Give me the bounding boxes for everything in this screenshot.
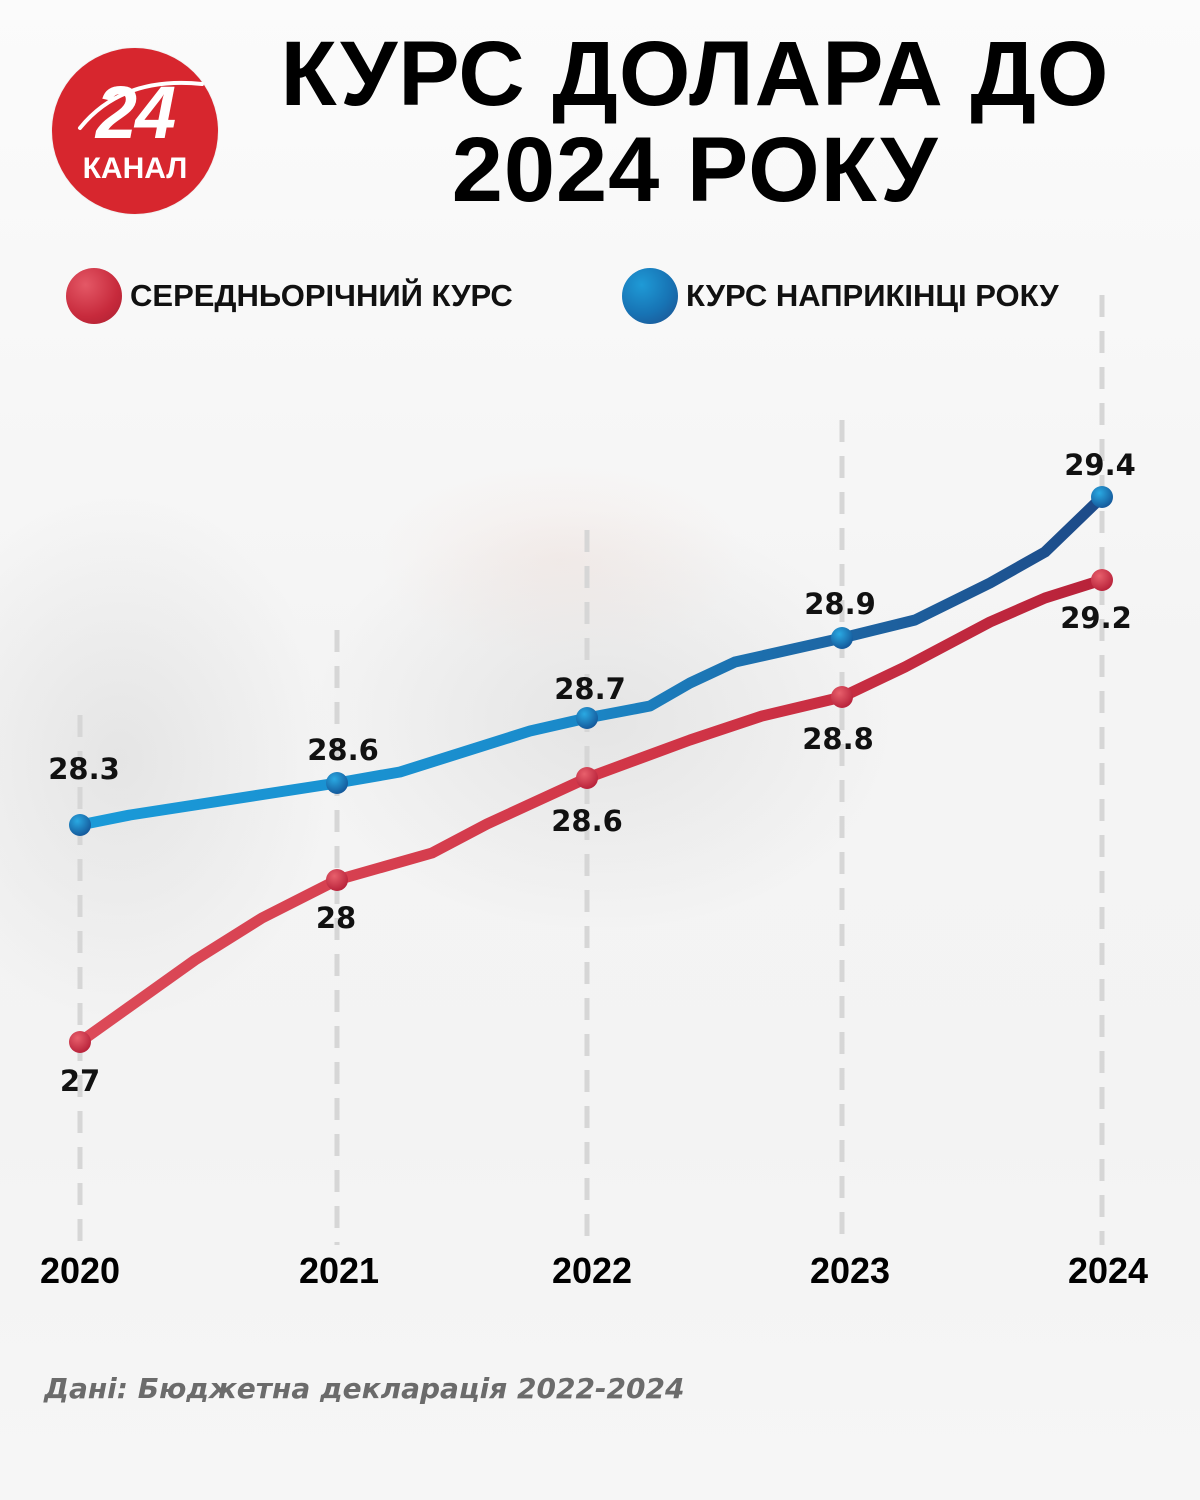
point-2020-year-end [69,814,91,836]
logo-number: 24 [95,71,176,154]
label-2021-year-end: 28.6 [307,733,379,767]
point-2021-average [326,869,348,891]
point-2022-year-end [576,707,598,729]
x-tick-2024: 2024 [1067,1250,1149,1291]
page-title: КУРС ДОЛАРА ДО 2024 РОКУ [230,26,1160,218]
label-2023-average: 28.8 [802,722,874,756]
label-2021-average: 28 [316,901,356,935]
label-2022-year-end: 28.7 [554,672,626,706]
point-2023-year-end [831,627,853,649]
label-2022-average: 28.6 [551,804,623,838]
blue-circle-icon [622,268,678,324]
average-rate-line [74,574,1108,1048]
point-2022-average [576,767,598,789]
x-tick-2023: 2023 [809,1250,891,1291]
legend-item-average: СЕРЕДНЬОРІЧНИЙ КУРС [66,268,513,324]
x-tick-2020: 2020 [39,1250,121,1291]
average-points [69,569,1113,1053]
title-line-1: КУРС ДОЛАРА ДО [280,23,1110,125]
label-2020-average: 27 [60,1064,100,1098]
label-2023-year-end: 28.9 [804,587,876,621]
legend-item-year-end: КУРС НАПРИКІНЦІ РОКУ [622,268,1059,324]
title-line-2: 2024 РОКУ [451,119,939,221]
data-source-note: Дані: Бюджетна декларація 2022-2024 [44,1372,685,1405]
x-tick-2022: 2022 [551,1250,633,1291]
label-2024-year-end: 29.4 [1064,448,1136,482]
year-guides [77,295,1105,1245]
x-tick-2021: 2021 [298,1250,380,1291]
legend-label-average: СЕРЕДНЬОРІЧНИЙ КУРС [130,278,513,313]
channel-24-logo: 24 КАНАЛ [52,48,218,214]
label-2024-average: 29.2 [1060,601,1132,635]
year-end-points [69,486,1113,836]
logo-text: КАНАЛ [82,152,188,185]
point-2020-average [69,1031,91,1053]
point-2024-year-end [1091,486,1113,508]
point-2024-average [1091,569,1113,591]
legend-label-year-end: КУРС НАПРИКІНЦІ РОКУ [686,278,1059,313]
label-2020-year-end: 28.3 [48,752,120,786]
red-circle-icon [66,268,122,324]
logo-swoosh-icon [78,81,204,130]
point-2023-average [831,686,853,708]
point-2021-year-end [326,772,348,794]
